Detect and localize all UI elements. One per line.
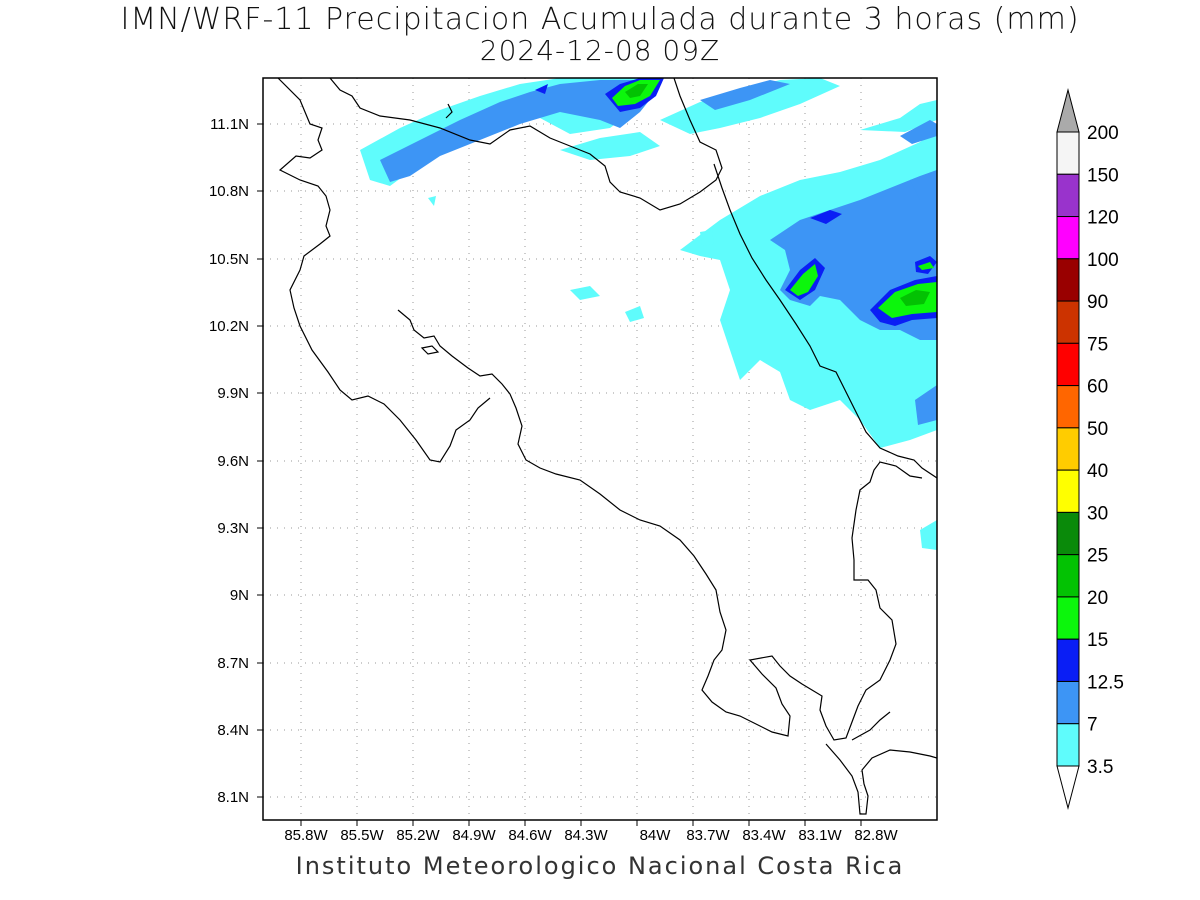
lon-label: 83.7W — [686, 827, 730, 844]
legend-label: 50 — [1087, 419, 1108, 440]
legend-label: 25 — [1087, 546, 1108, 567]
lon-label: 84.9W — [452, 827, 496, 844]
legend-label: 3.5 — [1087, 757, 1113, 778]
lat-label: 8.4N — [217, 722, 249, 739]
coastlines — [277, 78, 937, 815]
map-datetime: 2024-12-08 09Z — [479, 34, 721, 67]
footer-credit: Instituto Meteorologico Nacional Costa R… — [295, 852, 905, 880]
legend-label: 40 — [1087, 461, 1108, 482]
lon-label: 83.4W — [742, 827, 786, 844]
lon-label: 82.8W — [854, 827, 898, 844]
lat-label: 11.1N — [210, 116, 249, 133]
legend-label: 150 — [1087, 165, 1119, 186]
legend-label: 20 — [1087, 588, 1108, 609]
legend-swatch — [1056, 638, 1080, 682]
legend-overflow-triangle — [1056, 88, 1080, 133]
lat-label: 10.5N — [209, 251, 249, 268]
precipitation-field — [360, 78, 937, 550]
legend-swatch — [1056, 216, 1080, 260]
legend-swatch — [1056, 385, 1080, 429]
lon-label: 85.2W — [396, 827, 440, 844]
map-frame — [262, 77, 938, 821]
legend-swatch — [1056, 300, 1080, 344]
lat-label: 10.8N — [209, 183, 249, 200]
legend-swatch — [1056, 723, 1080, 767]
lon-label: 84.6W — [508, 827, 552, 844]
legend-swatch — [1056, 342, 1080, 387]
legend-swatch — [1056, 680, 1080, 725]
legend-swatch — [1056, 554, 1080, 598]
legend-swatch — [1056, 469, 1080, 513]
lat-label: 9.6N — [217, 453, 249, 470]
lon-label: 85.5W — [340, 827, 384, 844]
lat-label: 9.3N — [217, 520, 249, 537]
legend-swatch — [1056, 596, 1080, 640]
lat-label: 9N — [230, 587, 249, 604]
color-legend: 200 150 120 100 90 75 60 50 40 30 25 20 15 12.5 7 3.5 — [1056, 88, 1124, 810]
legend-label: 60 — [1087, 377, 1108, 398]
legend-swatch — [1056, 173, 1080, 218]
legend-swatch — [1056, 258, 1080, 302]
lon-label: 85.8W — [284, 827, 328, 844]
legend-underflow-triangle — [1056, 765, 1080, 810]
legend-swatch — [1056, 427, 1080, 471]
legend-label: 7 — [1087, 715, 1098, 736]
legend-label: 120 — [1087, 208, 1119, 229]
legend-swatch — [1056, 131, 1080, 175]
lat-labels: 11.1N 10.8N 10.5N 10.2N 9.9N 9.6N 9.3N 9… — [209, 116, 249, 806]
map-title: IMN/WRF-11 Precipitacion Acumulada duran… — [120, 2, 1080, 37]
legend-label: 30 — [1087, 503, 1108, 524]
legend-swatch — [1056, 511, 1080, 556]
lat-label: 10.2N — [209, 318, 249, 335]
precip-20-25 — [625, 84, 930, 306]
lon-labels: 85.8W 85.5W 85.2W 84.9W 84.6W 84.3W 84W … — [284, 827, 898, 844]
lon-label: 84W — [640, 827, 672, 844]
graticule — [263, 78, 937, 820]
legend-label: 200 — [1087, 123, 1119, 144]
legend-label: 15 — [1087, 630, 1108, 651]
legend-label: 100 — [1087, 250, 1119, 271]
lat-label: 8.7N — [217, 655, 249, 672]
legend-label: 75 — [1087, 334, 1108, 355]
legend-label: 12.5 — [1087, 672, 1124, 693]
lat-label: 8.1N — [217, 789, 249, 806]
legend-label: 90 — [1087, 292, 1108, 313]
tick-marks — [257, 123, 862, 826]
lon-label: 84.3W — [564, 827, 608, 844]
lat-label: 9.9N — [217, 385, 249, 402]
lon-label: 83.1W — [798, 827, 842, 844]
